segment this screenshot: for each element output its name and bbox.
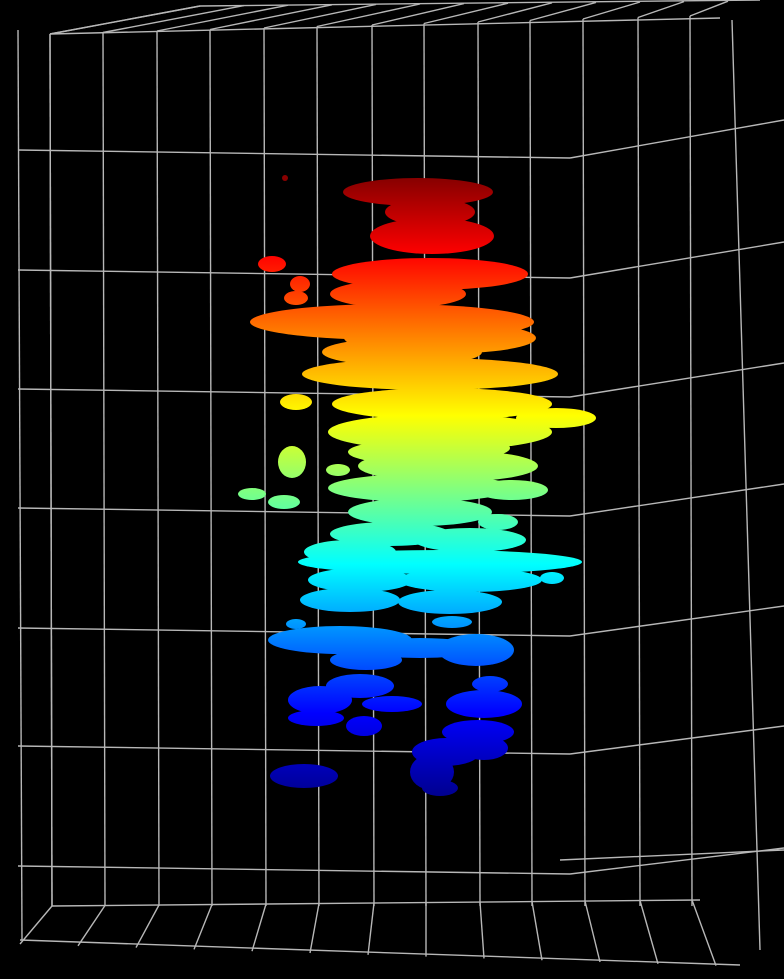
blob — [270, 764, 338, 788]
blob — [540, 572, 564, 584]
grid-top-depth-line — [209, 4, 333, 31]
blob — [348, 498, 492, 526]
blob — [358, 450, 538, 482]
grid-vertical-line — [582, 18, 586, 907]
blob — [290, 276, 310, 292]
grid-floor-depth-line — [639, 900, 659, 964]
grid-top-depth-line — [529, 1, 597, 22]
grid-side-line — [569, 847, 784, 875]
blob — [288, 710, 344, 726]
blob — [268, 495, 300, 509]
blob — [300, 588, 400, 612]
grid-floor-depth-line — [77, 905, 106, 947]
grid-horizontal-line — [17, 865, 571, 875]
blob — [308, 568, 412, 592]
blob — [298, 550, 582, 574]
blob — [286, 619, 306, 629]
blob — [398, 568, 542, 592]
grid-top-depth-line — [689, 0, 729, 17]
blob — [478, 514, 518, 530]
blob — [346, 716, 382, 736]
grid-floor-depth-line — [135, 904, 160, 948]
blob — [343, 178, 493, 206]
blob — [432, 616, 472, 628]
blob — [238, 488, 266, 500]
grid-floor-depth-line — [251, 903, 267, 952]
wireframe-grid — [17, 0, 784, 966]
grid-horizontal-line — [17, 149, 571, 159]
blob — [398, 590, 502, 614]
grid-side-line — [569, 241, 784, 279]
grid-side-line — [569, 362, 784, 398]
grid-side-line — [569, 119, 784, 159]
grid-floor-depth-line — [584, 900, 601, 963]
grid-vertical-line — [316, 26, 320, 907]
grid-vertical-line — [209, 29, 213, 907]
grid-vertical-line — [637, 17, 641, 907]
grid-top-rim-line — [49, 17, 721, 35]
grid-floor-depth-line — [193, 904, 213, 950]
blob — [330, 650, 402, 670]
grid-floor-depth-line — [309, 903, 320, 954]
grid-side-line — [569, 605, 784, 637]
grid-side-line — [569, 725, 784, 755]
blob — [362, 696, 422, 712]
blob — [476, 480, 548, 500]
blob — [326, 464, 350, 476]
blob — [438, 634, 514, 666]
blob — [422, 780, 458, 796]
blob — [460, 736, 508, 760]
grid-left-edge-line — [17, 29, 23, 941]
blob — [330, 280, 466, 308]
grid-top-depth-line — [423, 2, 509, 25]
grid-floor-front-line — [51, 899, 701, 907]
grid-floor-depth-line — [19, 905, 53, 945]
grid-floor-side-line — [559, 849, 784, 861]
grid-top-depth-line — [156, 4, 289, 32]
grid-floor-depth-line — [531, 901, 543, 961]
grid-vertical-line — [102, 32, 106, 907]
grid-floor-depth-line — [367, 902, 375, 955]
grid-top-depth-line — [316, 3, 421, 28]
grid-floor-back-line — [19, 939, 741, 966]
blob — [370, 218, 494, 254]
blob — [446, 690, 522, 718]
grid-left-inner-line — [49, 33, 53, 907]
blob — [328, 474, 512, 502]
grid-top-depth-line — [637, 0, 685, 19]
grid-floor-depth-line — [691, 899, 717, 966]
blob — [302, 358, 558, 390]
grid-top-depth-line — [49, 5, 201, 35]
grid-top-depth-line — [102, 4, 245, 34]
grid-floor-depth-line — [479, 901, 485, 959]
grid-side-line — [569, 483, 784, 517]
grid-top-depth-line — [582, 1, 641, 20]
blob — [284, 291, 308, 305]
grid-top-back-line — [199, 0, 761, 7]
grid-vertical-line — [689, 15, 693, 907]
blob — [280, 394, 312, 410]
blob — [385, 198, 475, 226]
blob — [472, 676, 508, 692]
blob — [258, 256, 286, 272]
blob — [332, 388, 552, 420]
blob — [278, 446, 306, 478]
grid-top-depth-line — [263, 3, 377, 29]
grid-vertical-line — [263, 27, 267, 907]
grid-top-depth-line — [477, 2, 553, 23]
grid-vertical-line — [156, 30, 160, 907]
blob — [288, 686, 352, 714]
blob — [414, 528, 526, 552]
grid-side-vertical-line — [731, 19, 761, 951]
point-cloud-volume — [238, 175, 596, 796]
blob — [282, 175, 288, 181]
grid-top-depth-line — [371, 2, 465, 26]
